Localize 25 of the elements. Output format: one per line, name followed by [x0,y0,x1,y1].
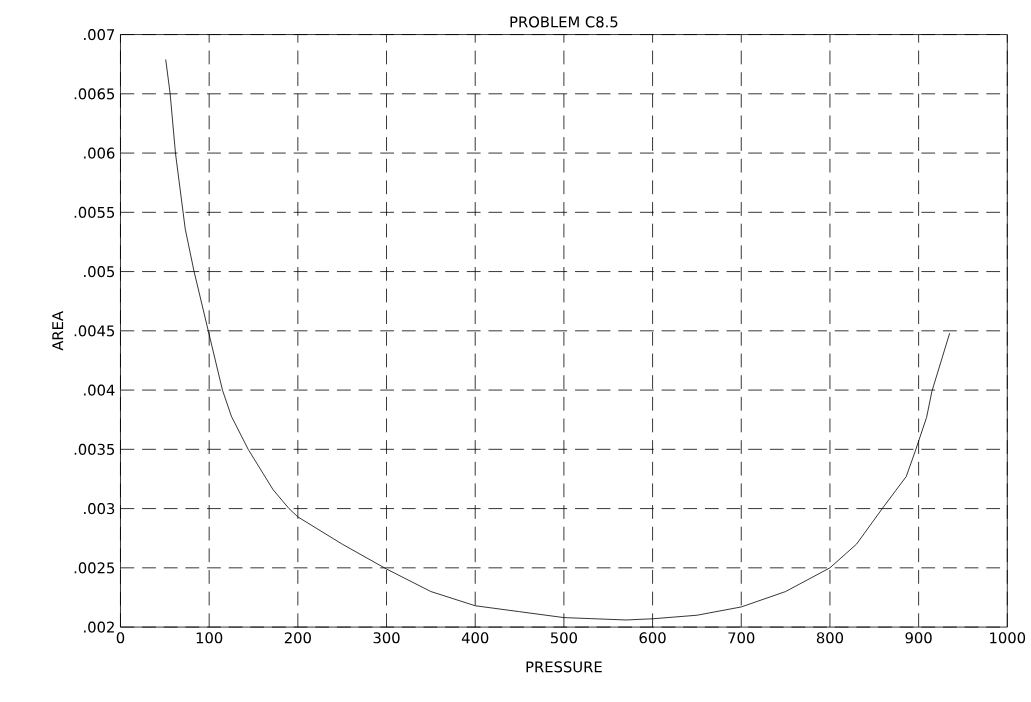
y-tick-label: .0025 [74,562,115,574]
x-tick-label: 600 [639,632,666,644]
x-tick-label: 1000 [990,632,1026,644]
y-tick-label: .007 [84,28,115,41]
y-tick-label: .004 [84,384,115,396]
chart-title: PROBLEM C8.5 [510,16,618,28]
y-axis-title: AREA [52,311,64,351]
x-tick-label: 0 [116,632,125,644]
x-tick-label: 100 [196,632,223,644]
y-tick-label: .005 [84,265,115,278]
x-axis-title: PRESSURE [526,661,602,673]
x-tick-label: 700 [728,632,755,644]
x-tick-label: 900 [905,632,932,644]
x-tick-label: 500 [550,632,577,644]
y-tick-label: .006 [84,147,115,159]
y-tick-label: .0065 [74,88,115,100]
x-tick-label: 800 [816,632,844,644]
y-tick-label: .003 [84,502,115,515]
x-tick-label: 200 [284,632,311,644]
x-tick-label: 300 [373,632,400,644]
y-tick-label: .0035 [74,443,115,455]
x-tick-label: 400 [461,632,489,644]
y-tick-label: .0055 [74,206,115,218]
y-tick-label: .002 [84,621,114,633]
y-tick-label: .0045 [74,325,115,337]
